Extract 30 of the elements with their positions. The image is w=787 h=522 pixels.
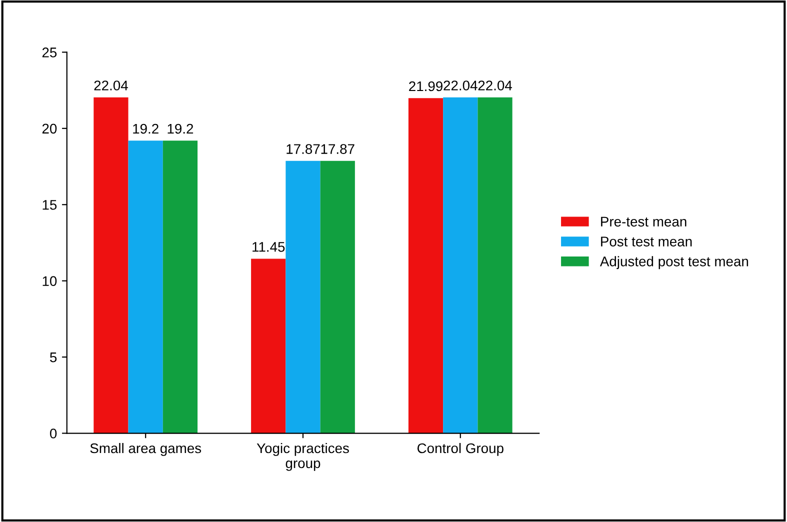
bar — [478, 97, 512, 434]
bar — [408, 98, 444, 434]
bar — [128, 140, 163, 434]
bar — [286, 160, 320, 434]
data-label: 21.99 — [409, 81, 442, 92]
bar — [162, 140, 198, 434]
legend-label: Pre-test mean — [601, 216, 686, 227]
data-label: 22.04 — [444, 80, 478, 90]
y-tick-label: 15 — [42, 200, 57, 210]
bar — [94, 97, 128, 434]
data-label: 11.45 — [252, 242, 285, 252]
data-label: 19.2 — [133, 124, 158, 134]
y-tick-label: 25 — [42, 48, 57, 58]
data-label: 19.2 — [168, 124, 194, 134]
bar — [320, 160, 355, 434]
data-label: 17.87 — [321, 144, 354, 154]
x-tick-label: Control Group — [417, 442, 504, 456]
x-tick-label: Small area games — [90, 442, 202, 456]
x-tick-label: Yogic practices group — [256, 442, 349, 471]
y-tick-label: 5 — [50, 352, 57, 362]
y-tick-label: 0 — [50, 428, 57, 438]
data-label: 22.04 — [478, 80, 512, 90]
legend-label: Adjusted post test mean — [600, 256, 748, 270]
data-label: 22.04 — [94, 80, 128, 90]
legend-label: Post test mean — [601, 236, 692, 246]
data-label: 17.87 — [286, 144, 320, 154]
bar — [443, 97, 478, 434]
y-tick-label: 20 — [42, 124, 57, 134]
bar — [251, 258, 286, 434]
y-tick-label: 10 — [42, 276, 57, 286]
